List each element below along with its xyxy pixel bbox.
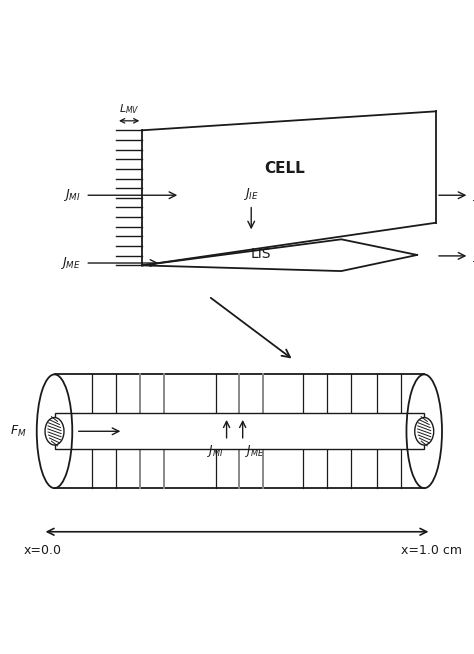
Text: $J_{ME}$: $J_{ME}$: [245, 443, 265, 459]
Text: $J_{IE}$: $J_{IE}$: [243, 186, 259, 202]
Text: $F_M$: $F_M$: [9, 424, 26, 439]
Text: CELL: CELL: [264, 161, 305, 176]
Text: x=0.0: x=0.0: [24, 544, 62, 557]
Text: x=1.0 cm: x=1.0 cm: [401, 544, 462, 557]
Text: $J_{IS}$: $J_{IS}$: [472, 187, 474, 203]
Text: $J_{ES}$: $J_{ES}$: [472, 248, 474, 264]
Text: $L_{MV}$: $L_{MV}$: [119, 102, 139, 116]
Ellipse shape: [45, 417, 64, 445]
Text: LIS: LIS: [250, 247, 271, 260]
Ellipse shape: [415, 417, 434, 445]
Text: $J_{MI}$: $J_{MI}$: [63, 187, 81, 203]
Text: $J_{MI}$: $J_{MI}$: [208, 443, 224, 459]
Text: $J_{ME}$: $J_{ME}$: [60, 255, 81, 271]
Bar: [55, 413, 424, 449]
